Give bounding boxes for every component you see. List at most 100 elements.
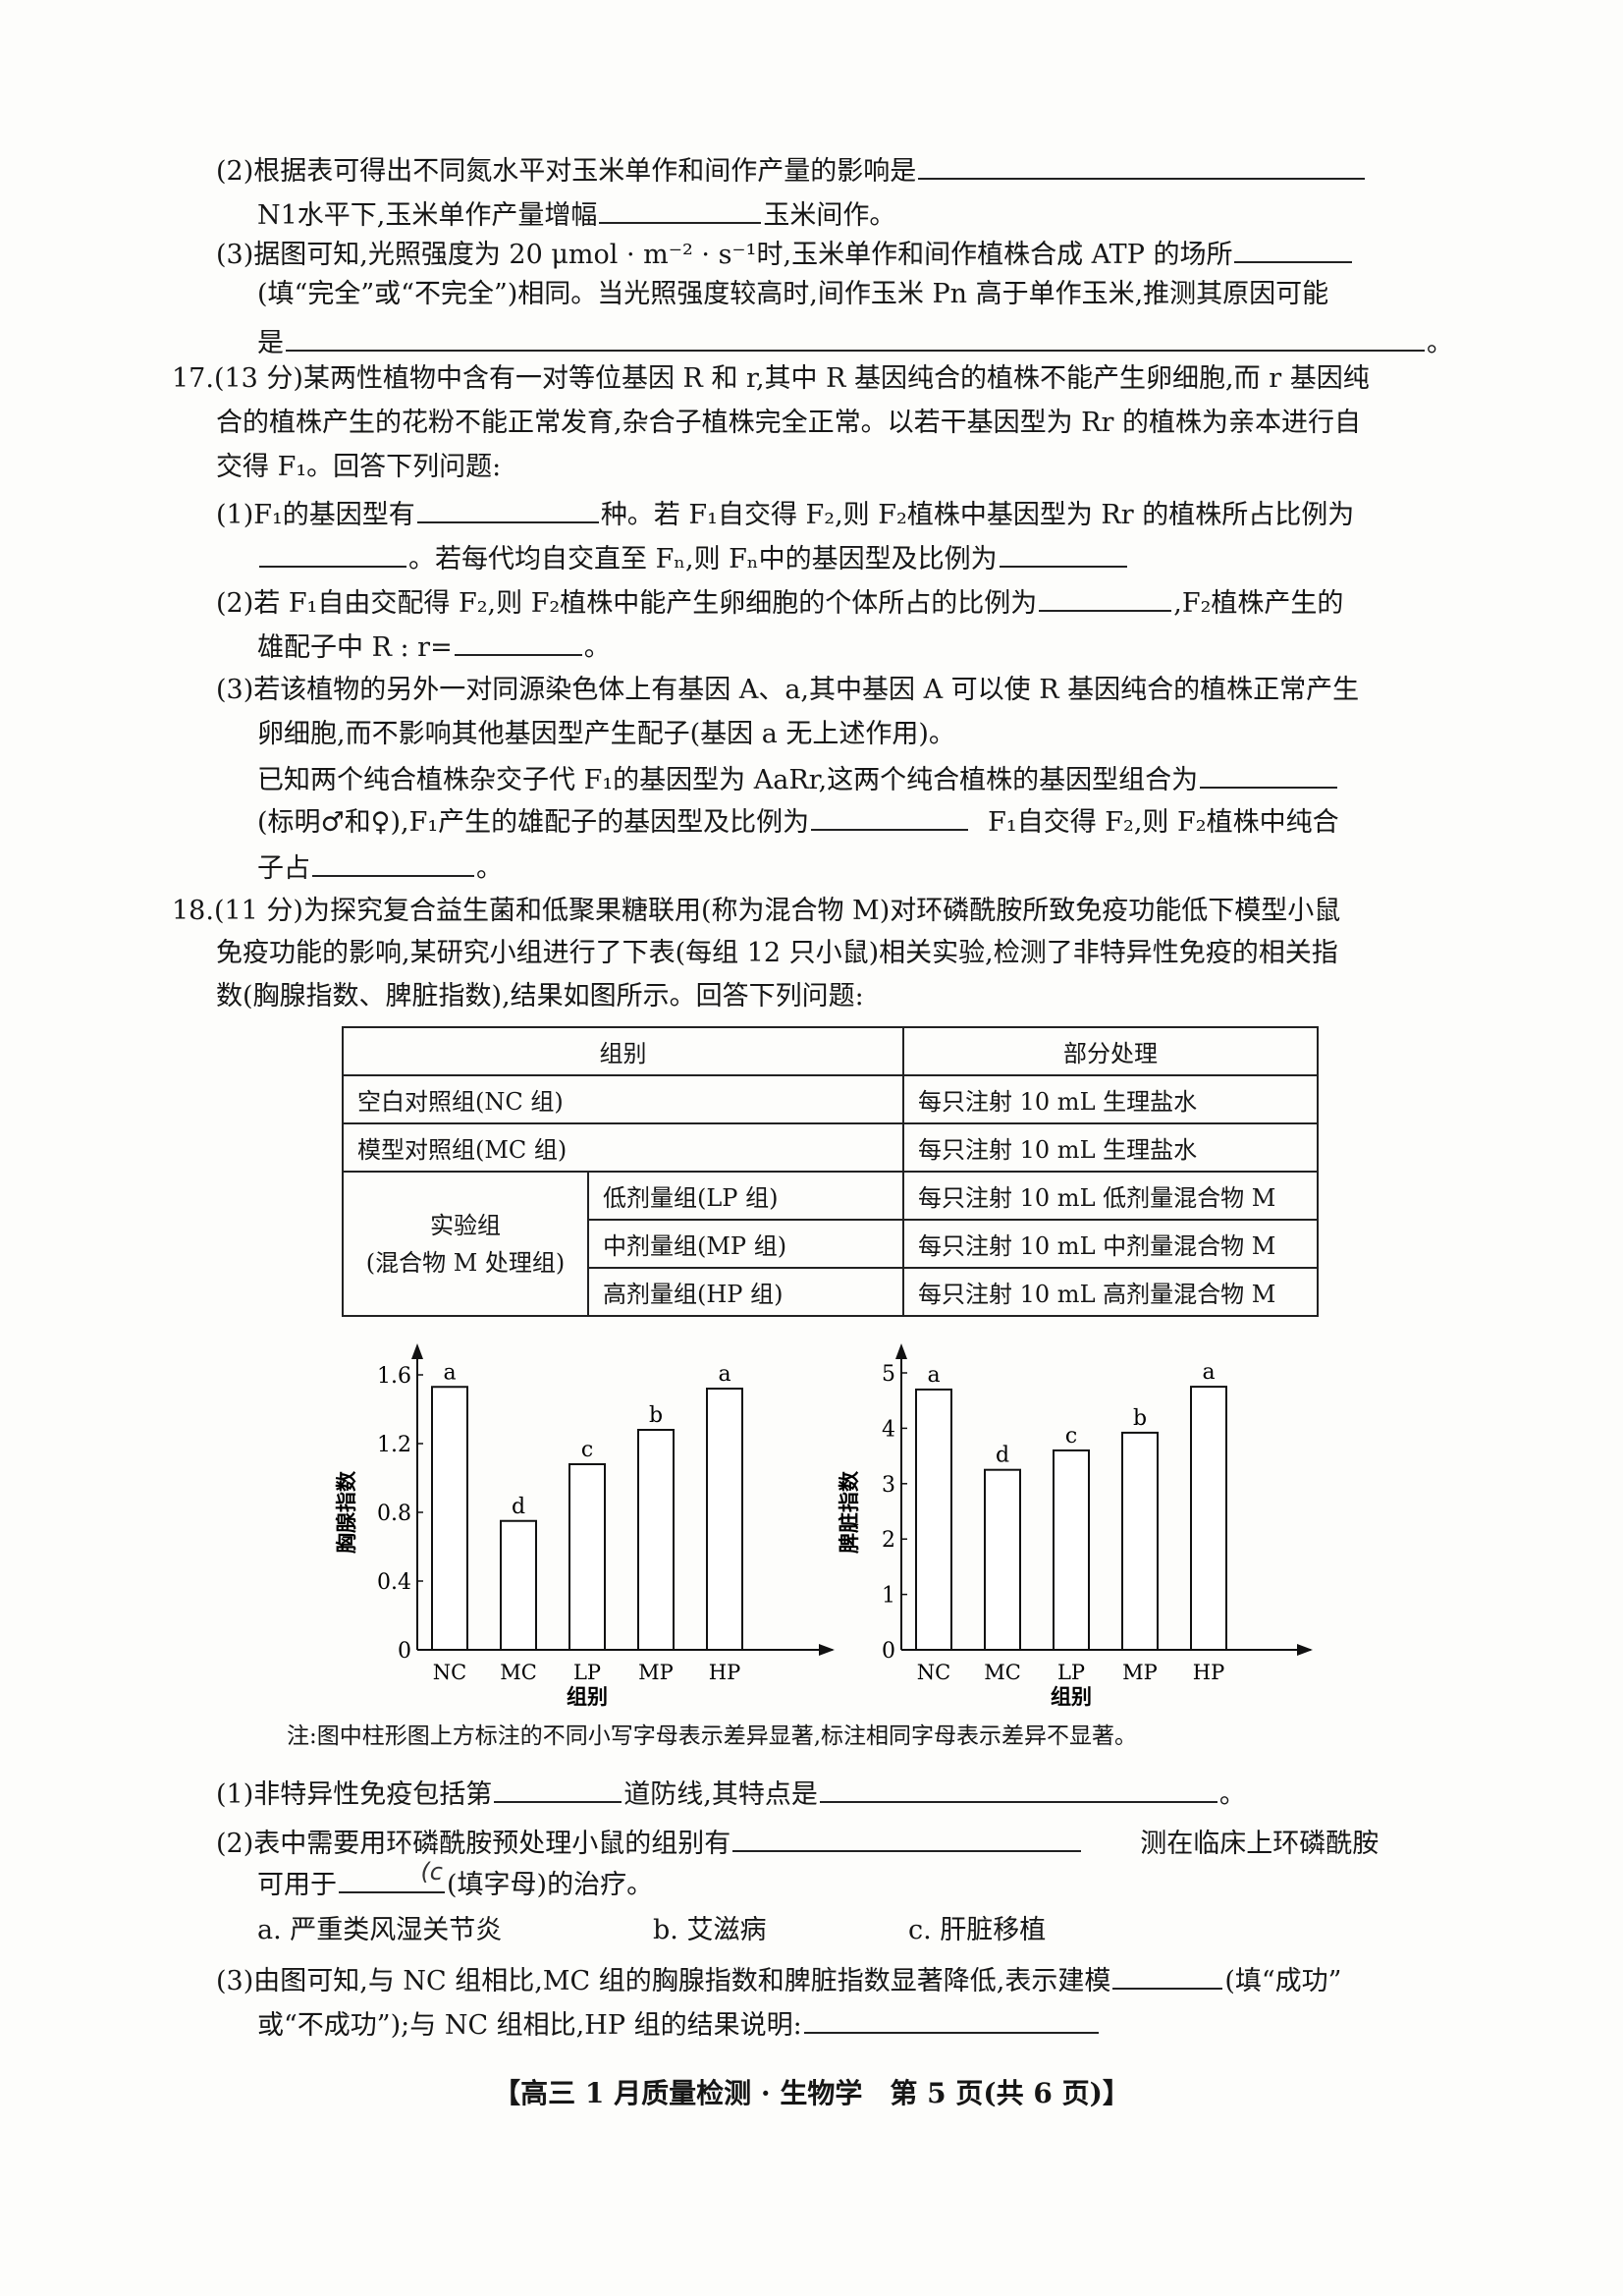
answer-blank[interactable] [803, 2006, 1099, 2034]
answer-blank[interactable] [259, 540, 406, 568]
text: (填“成功” [1224, 1966, 1342, 1996]
text: N1水平下,玉米单作产量增幅 [257, 200, 598, 231]
text: 18.(11 分)为探究复合益生菌和低聚果糖联用(称为混合物 M)对环磷酰胺所致… [172, 896, 1341, 926]
text: 。 [1427, 328, 1453, 358]
y-tick-label: 0.4 [377, 1570, 411, 1595]
x-tick-label: LP [573, 1661, 601, 1684]
text: (3)由图可知,与 NC 组相比,MC 组的胸腺指数和脾脏指数显著降低,表示建模 [216, 1966, 1111, 1996]
y-tick-label: 0 [882, 1639, 895, 1664]
table-cell: 每只注射 10 mL 高剂量混合物 M [902, 1267, 1319, 1317]
x-tick-label: MP [638, 1661, 674, 1684]
q17-part3-line2: 卵细胞,而不影响其他基因型产生配子(基因 a 无上述作用)。 [257, 717, 955, 752]
q17-part3-line3: 已知两个纯合植株杂交子代 F₁的基因型为 AaRr,这两个纯合植株的基因型组合为 [257, 761, 1339, 798]
text: 实验组 [430, 1211, 501, 1239]
q18-part3-line2: 或“不成功”);与 NC 组相比,HP 组的结果说明: [257, 2006, 1101, 2044]
table-cell: 模型对照组(MC 组) [341, 1122, 905, 1173]
table-row: 中剂量组(MP 组) 每只注射 10 mL 中剂量混合物 M [343, 1219, 1319, 1269]
bar-NC [915, 1388, 952, 1652]
table-cell: 每只注射 10 mL 生理盐水 [902, 1122, 1319, 1173]
answer-blank[interactable] [1234, 236, 1353, 263]
bar-MC [984, 1468, 1021, 1651]
answer-blank[interactable] [811, 803, 969, 831]
significance-label: a [927, 1363, 940, 1388]
answer-blank[interactable] [819, 1776, 1217, 1803]
q18-stem-line2: 免疫功能的影响,某研究小组进行了下表(每组 12 只小鼠)相关实验,检测了非特异… [216, 936, 1338, 971]
x-tick-label: HP [1193, 1661, 1224, 1684]
answer-blank[interactable] [918, 152, 1366, 180]
text: (填“完全”或“不完全”)相同。当光照强度较高时,间作玉米 Pn 高于单作玉米,… [257, 279, 1329, 309]
y-axis-label: 胸腺指数 [334, 1470, 358, 1554]
answer-blank[interactable] [312, 849, 474, 877]
text: F₁自交得 F₂,则 F₂植株中纯合 [988, 807, 1339, 838]
text: 。 [1218, 1779, 1246, 1810]
answer-blank[interactable] [286, 324, 1425, 352]
significance-label: d [996, 1444, 1009, 1468]
text: 。若每代均自交直至 Fₙ,则 Fₙ中的基因型及比例为 [408, 544, 998, 574]
q17-stem-line3: 交得 F₁。回答下列问题: [216, 450, 501, 485]
x-tick-label: NC [433, 1661, 466, 1684]
y-axis-arrow-icon [411, 1343, 423, 1359]
table-cell: 中剂量组(MP 组) [586, 1219, 905, 1269]
text: (3)若该植物的另外一对同源染色体上有基因 A、a,其中基因 A 可以使 R 基… [216, 675, 1360, 705]
q16-part3-line2: (填“完全”或“不完全”)相同。当光照强度较高时,间作玉米 Pn 高于单作玉米,… [257, 277, 1328, 312]
text: ,F₂植株产生的 [1173, 588, 1344, 619]
significance-label: c [1065, 1424, 1077, 1449]
answer-blank[interactable] [1039, 584, 1172, 612]
text: 已知两个纯合植株杂交子代 F₁的基因型为 AaRr,这两个纯合植株的基因型组合为 [257, 765, 1199, 795]
text: a. 严重类风湿关节炎 [257, 1915, 503, 1945]
x-tick-label: HP [709, 1661, 740, 1684]
text: (3)据图可知,光照强度为 20 μmol · m⁻² · s⁻¹时,玉米单作和… [216, 240, 1233, 270]
answer-blank[interactable] [732, 1825, 1082, 1852]
y-tick-label: 2 [882, 1528, 895, 1553]
q17-stem-line1: 17.(13 分)某两性植物中含有一对等位基因 R 和 r,其中 R 基因纯合的… [172, 361, 1370, 397]
text: b. 艾滋病 [653, 1915, 767, 1945]
text: 17.(13 分)某两性植物中含有一对等位基因 R 和 r,其中 R 基因纯合的… [172, 363, 1370, 394]
y-tick-label: 4 [882, 1417, 895, 1442]
text: 是 [257, 328, 284, 358]
answer-blank[interactable] [599, 196, 762, 224]
y-tick-label: 1.2 [377, 1433, 411, 1457]
q17-part2-line1: (2)若 F₁自由交配得 F₂,则 F₂植株中能产生卵细胞的个体所占的比例为 ,F… [216, 584, 1343, 622]
text: 交得 F₁。回答下列问题: [216, 452, 502, 482]
y-axis-label: 脾脏指数 [837, 1470, 861, 1554]
table-cell: 每只注射 10 mL 中剂量混合物 M [902, 1219, 1319, 1269]
q17-part1-line1: (1)F₁的基因型有 种。若 F₁自交得 F₂,则 F₂植株中基因型为 Rr 的植… [216, 496, 1354, 533]
y-tick-label: 3 [882, 1473, 895, 1498]
table-row: 空白对照组(NC 组) 每只注射 10 mL 生理盐水 [341, 1074, 1319, 1124]
x-tick-label: MC [984, 1661, 1021, 1684]
answer-blank[interactable] [1112, 1962, 1223, 1990]
bar-NC [431, 1386, 468, 1651]
text: 合的植株产生的花粉不能正常发育,杂合子植株完全正常。以若干基因型为 Rr 的植株… [216, 408, 1361, 438]
answer-blank[interactable] [494, 1776, 622, 1803]
text: (标明♂和♀),F₁产生的雄配子的基因型及比例为 [257, 807, 810, 838]
text: 数(胸腺指数、脾脏指数),结果如图所示。回答下列问题: [216, 981, 864, 1011]
table-row: 实验组 (混合物 M 处理组) 低剂量组(LP 组) 每只注射 10 mL 低剂量… [342, 1171, 1319, 1317]
table-cell-experimental-group: 实验组 (混合物 M 处理组) [342, 1171, 589, 1317]
text: 免疫功能的影响,某研究小组进行了下表(每组 12 只小鼠)相关实验,检测了非特异… [216, 938, 1338, 968]
x-axis-arrow-icon [1297, 1644, 1313, 1656]
handwritten-answer: (c [420, 1858, 443, 1886]
q18-part2-line1: (2)表中需要用环磷酰胺预处理小鼠的组别有 测在临床上环磷酰胺 [216, 1825, 1379, 1862]
table-cell: 高剂量组(HP 组) [586, 1267, 905, 1317]
significance-label: d [512, 1495, 525, 1519]
chart-note: 注:图中柱形图上方标注的不同小写字母表示差异显著,标注相同字母表示差异不显著。 [287, 1719, 1137, 1754]
table-cell: 每只注射 10 mL 生理盐水 [902, 1074, 1319, 1124]
answer-blank[interactable] [1200, 761, 1338, 789]
x-tick-label: MC [500, 1661, 537, 1684]
q16-part3-line1: (3)据图可知,光照强度为 20 μmol · m⁻² · s⁻¹时,玉米单作和… [216, 236, 1354, 273]
table-row: 高剂量组(HP 组) 每只注射 10 mL 高剂量混合物 M [343, 1267, 1319, 1317]
text: (1)F₁的基因型有 [216, 500, 415, 530]
answer-blank[interactable]: (c [339, 1858, 445, 1893]
significance-label: a [718, 1362, 730, 1387]
q17-stem-line2: 合的植株产生的花粉不能正常发育,杂合子植株完全正常。以若干基因型为 Rr 的植株… [216, 406, 1361, 441]
text: 雄配子中 R : r= [257, 632, 453, 663]
answer-blank[interactable] [416, 496, 599, 523]
answer-blank[interactable] [454, 629, 582, 656]
x-tick-label: MP [1122, 1661, 1158, 1684]
text: 或“不成功”);与 NC 组相比,HP 组的结果说明: [257, 2010, 802, 2041]
answer-blank[interactable] [999, 540, 1127, 568]
y-tick-label: 0 [398, 1639, 411, 1664]
bar-LP [1053, 1449, 1090, 1651]
table-header: 部分处理 [902, 1026, 1319, 1076]
significance-label: a [1202, 1360, 1215, 1385]
